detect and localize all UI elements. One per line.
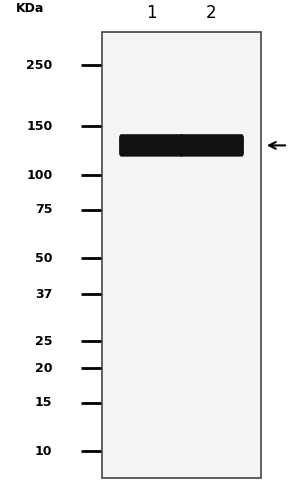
Text: 20: 20 <box>35 362 52 375</box>
Text: 250: 250 <box>26 59 52 72</box>
FancyBboxPatch shape <box>119 134 184 157</box>
Text: 50: 50 <box>35 252 52 265</box>
Text: 37: 37 <box>35 288 52 301</box>
Text: 25: 25 <box>35 335 52 348</box>
Text: 10: 10 <box>35 445 52 458</box>
Text: 2: 2 <box>206 4 217 22</box>
Text: KDa: KDa <box>16 1 44 15</box>
Text: 150: 150 <box>26 120 52 133</box>
Text: 100: 100 <box>26 168 52 182</box>
Text: 1: 1 <box>146 4 157 22</box>
Text: 15: 15 <box>35 396 52 409</box>
Text: 75: 75 <box>35 203 52 216</box>
FancyBboxPatch shape <box>179 134 244 157</box>
Bar <box>102 32 261 478</box>
